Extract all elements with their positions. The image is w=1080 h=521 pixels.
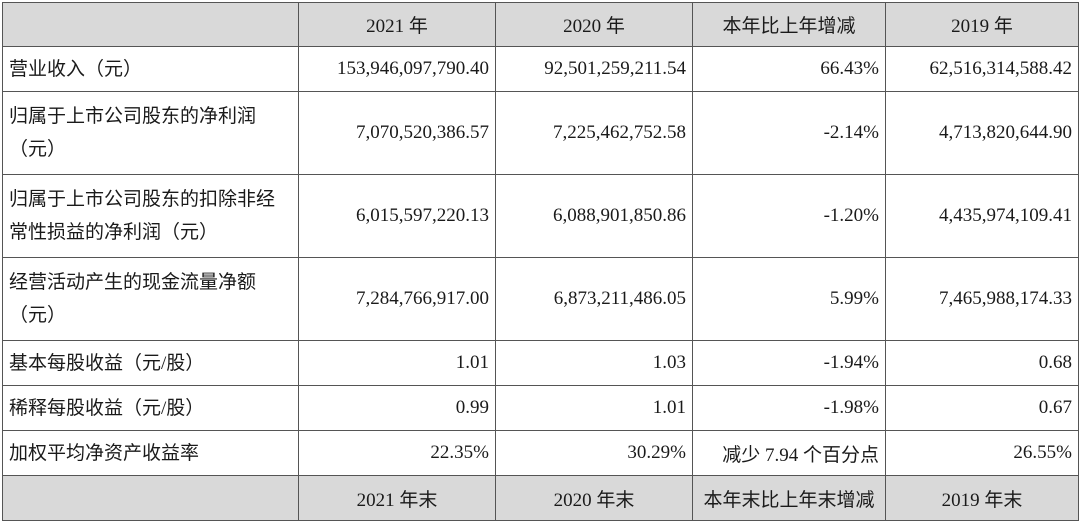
table-row: 归属于上市公司股东的扣除非经常性损益的净利润（元） 6,015,597,220.… <box>2 174 1079 258</box>
row-label: 稀释每股收益（元/股） <box>2 385 299 431</box>
footer-cell-2020-end: 2020 年末 <box>495 475 693 521</box>
value-change: -1.98% <box>692 385 886 431</box>
value-2020: 1.01 <box>495 385 693 431</box>
header-cell-2021: 2021 年 <box>298 2 496 47</box>
value-change: 5.99% <box>692 257 886 341</box>
value-2021: 0.99 <box>298 385 496 431</box>
table-row: 归属于上市公司股东的净利润（元） 7,070,520,386.57 7,225,… <box>2 91 1079 175</box>
value-2020: 30.29% <box>495 430 693 476</box>
table-row: 加权平均净资产收益率 22.35% 30.29% 减少 7.94 个百分点 26… <box>2 430 1079 476</box>
footer-header-row: 2021 年末 2020 年末 本年末比上年末增减 2019 年末 <box>2 475 1079 521</box>
value-change: -1.94% <box>692 340 886 386</box>
value-2021: 1.01 <box>298 340 496 386</box>
value-2019: 4,713,820,644.90 <box>885 91 1079 175</box>
header-cell-change: 本年比上年增减 <box>692 2 886 47</box>
value-2021: 22.35% <box>298 430 496 476</box>
row-label: 归属于上市公司股东的扣除非经常性损益的净利润（元） <box>2 174 299 258</box>
value-2020: 6,873,211,486.05 <box>495 257 693 341</box>
value-2019: 0.68 <box>885 340 1079 386</box>
value-2021: 7,284,766,917.00 <box>298 257 496 341</box>
value-change: 66.43% <box>692 46 886 92</box>
value-2019: 62,516,314,588.42 <box>885 46 1079 92</box>
value-change: -2.14% <box>692 91 886 175</box>
header-row: 2021 年 2020 年 本年比上年增减 2019 年 <box>2 2 1079 47</box>
value-2020: 6,088,901,850.86 <box>495 174 693 258</box>
footer-cell-label <box>2 475 299 521</box>
value-2019: 26.55% <box>885 430 1079 476</box>
table-row: 营业收入（元） 153,946,097,790.40 92,501,259,21… <box>2 46 1079 92</box>
value-2021: 7,070,520,386.57 <box>298 91 496 175</box>
value-2021: 6,015,597,220.13 <box>298 174 496 258</box>
value-2019: 4,435,974,109.41 <box>885 174 1079 258</box>
row-label: 营业收入（元） <box>2 46 299 92</box>
value-2020: 92,501,259,211.54 <box>495 46 693 92</box>
row-label: 经营活动产生的现金流量净额（元） <box>2 257 299 341</box>
value-2019: 0.67 <box>885 385 1079 431</box>
row-label: 加权平均净资产收益率 <box>2 430 299 476</box>
value-2021: 153,946,097,790.40 <box>298 46 496 92</box>
table-row: 基本每股收益（元/股） 1.01 1.03 -1.94% 0.68 <box>2 340 1079 386</box>
value-2020: 7,225,462,752.58 <box>495 91 693 175</box>
table-row: 稀释每股收益（元/股） 0.99 1.01 -1.98% 0.67 <box>2 385 1079 431</box>
value-change: -1.20% <box>692 174 886 258</box>
value-change: 减少 7.94 个百分点 <box>692 430 886 476</box>
footer-cell-2019-end: 2019 年末 <box>885 475 1079 521</box>
header-cell-2019: 2019 年 <box>885 2 1079 47</box>
value-2019: 7,465,988,174.33 <box>885 257 1079 341</box>
value-2020: 1.03 <box>495 340 693 386</box>
table-row: 经营活动产生的现金流量净额（元） 7,284,766,917.00 6,873,… <box>2 257 1079 341</box>
row-label: 归属于上市公司股东的净利润（元） <box>2 91 299 175</box>
row-label: 基本每股收益（元/股） <box>2 340 299 386</box>
footer-cell-change: 本年末比上年末增减 <box>692 475 886 521</box>
header-cell-2020: 2020 年 <box>495 2 693 47</box>
header-cell-label <box>2 2 299 47</box>
